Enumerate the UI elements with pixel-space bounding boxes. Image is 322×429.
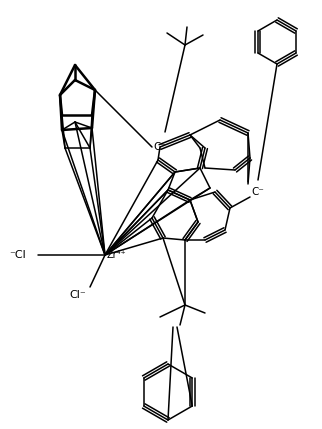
Text: C⁻: C⁻ xyxy=(154,142,166,152)
Text: Cl⁻: Cl⁻ xyxy=(70,290,86,300)
Text: Zr⁴⁺: Zr⁴⁺ xyxy=(107,250,127,260)
Text: ⁻Cl: ⁻Cl xyxy=(10,250,26,260)
Text: C⁻: C⁻ xyxy=(251,187,264,197)
